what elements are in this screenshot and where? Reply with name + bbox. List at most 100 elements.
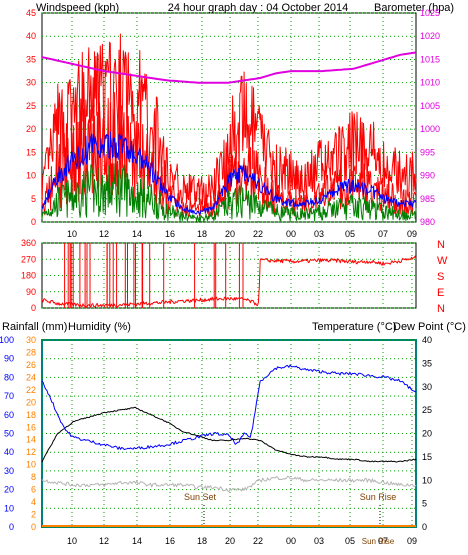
rain-y-tick-7: 14 bbox=[26, 435, 36, 445]
rain-y-tick-0: 0 bbox=[31, 522, 36, 532]
direction-y-tick-4: 360 bbox=[21, 238, 36, 248]
wind-chart-x-tick-0: 10 bbox=[67, 229, 77, 239]
temperature-series-line bbox=[41, 406, 417, 463]
direction-y-tick-2: 180 bbox=[21, 271, 36, 281]
humidity-chart-frame bbox=[41, 339, 417, 528]
wind-chart-x-tick-2: 14 bbox=[132, 229, 142, 239]
baro-y-tick-9: 1025 bbox=[420, 8, 440, 18]
humidity-y-tick-5: 50 bbox=[4, 429, 14, 439]
baro-y-tick-5: 1005 bbox=[420, 101, 440, 111]
top-chart: Windspeed (kph) 24 hour graph day : 04 O… bbox=[26, 2, 454, 239]
baro-y-tick-0: 980 bbox=[420, 217, 435, 227]
avg-wind-series-line bbox=[41, 131, 417, 215]
wind-chart-x-tick-4: 18 bbox=[197, 229, 207, 239]
temp-y-tick-1: 5 bbox=[422, 499, 427, 509]
temp-y-tick-6: 30 bbox=[422, 382, 432, 392]
rain-y-tick-13: 26 bbox=[26, 360, 36, 370]
humidity-chart-x-tick-0: 10 bbox=[67, 536, 77, 546]
wind-y-tick-5: 25 bbox=[26, 101, 36, 111]
humidity-chart-x-tick-11: 09 bbox=[407, 536, 417, 546]
wind-y-tick-6: 30 bbox=[26, 78, 36, 88]
wind-chart-x-tick-11: 09 bbox=[407, 229, 417, 239]
wind-y-tick-9: 45 bbox=[26, 8, 36, 18]
humidity-chart-x-tick-5: 20 bbox=[225, 536, 235, 546]
compass-label-2: S bbox=[437, 271, 444, 283]
rain-y-tick-3: 6 bbox=[31, 485, 36, 495]
humidity-series-line bbox=[41, 364, 417, 451]
rain-y-tick-15: 30 bbox=[26, 335, 36, 345]
baro-y-tick-3: 995 bbox=[420, 147, 435, 157]
temp-y-tick-8: 40 bbox=[422, 335, 432, 345]
rain-y-tick-14: 28 bbox=[26, 347, 36, 357]
compass-label-0: N bbox=[437, 239, 445, 251]
windspeed-axis-label: Windspeed (kph) bbox=[36, 2, 119, 14]
rain-y-tick-10: 20 bbox=[26, 397, 36, 407]
baro-y-tick-7: 1015 bbox=[420, 54, 440, 64]
humidity-chart-x-tick-4: 18 bbox=[197, 536, 207, 546]
direction-y-tick-0: 0 bbox=[31, 303, 36, 313]
wind-y-tick-1: 5 bbox=[31, 194, 36, 204]
humidity-chart-x-tick-3: 16 bbox=[165, 536, 175, 546]
compass-label-1: W bbox=[437, 255, 448, 267]
humidity-y-tick-4: 40 bbox=[4, 447, 14, 457]
baro-y-tick-1: 985 bbox=[420, 194, 435, 204]
wind-y-tick-2: 10 bbox=[26, 171, 36, 181]
wind-chart-x-tick-8: 03 bbox=[314, 229, 324, 239]
sunset-label: Sun Set bbox=[184, 492, 217, 502]
wind-y-tick-8: 40 bbox=[26, 31, 36, 41]
temperature-axis-label: Temperature (°C) bbox=[312, 321, 396, 333]
humidity-y-tick-10: 100 bbox=[0, 335, 14, 345]
direction-y-tick-3: 270 bbox=[21, 254, 36, 264]
rain-y-tick-4: 8 bbox=[31, 472, 36, 482]
humidity-chart-x-tick-10: 07 bbox=[378, 536, 388, 546]
rain-y-tick-11: 22 bbox=[26, 385, 36, 395]
wind-series-line bbox=[41, 92, 417, 218]
wind-chart-x-tick-6: 22 bbox=[253, 229, 263, 239]
humidity-chart-x-tick-9: 05 bbox=[345, 536, 355, 546]
wind-chart-x-tick-9: 05 bbox=[345, 229, 355, 239]
rain-y-tick-5: 10 bbox=[26, 460, 36, 470]
chart-title: 24 hour graph day : 04 October 2014 bbox=[168, 2, 348, 14]
compass-label-4: N bbox=[437, 303, 445, 315]
barometer-axis-label: Barometer (hpa) bbox=[374, 2, 454, 14]
wind-y-tick-7: 35 bbox=[26, 54, 36, 64]
temp-y-tick-5: 25 bbox=[422, 405, 432, 415]
wind-y-tick-3: 15 bbox=[26, 147, 36, 157]
temp-y-tick-7: 35 bbox=[422, 358, 432, 368]
sunrise-label: Sun Rise bbox=[360, 492, 397, 502]
rainfall-axis-label: Rainfall (mm) bbox=[2, 321, 67, 333]
wind-chart-x-tick-1: 12 bbox=[99, 229, 109, 239]
humidity-chart-x-tick-8: 03 bbox=[314, 536, 324, 546]
humidity-y-tick-3: 30 bbox=[4, 466, 14, 476]
humidity-chart-x-tick-1: 12 bbox=[99, 536, 109, 546]
humidity-y-tick-1: 10 bbox=[4, 503, 14, 513]
wind-chart-x-tick-3: 16 bbox=[165, 229, 175, 239]
baro-y-tick-6: 1010 bbox=[420, 78, 440, 88]
temp-y-tick-0: 0 bbox=[422, 522, 427, 532]
humidity-y-tick-0: 0 bbox=[9, 522, 14, 532]
temp-y-tick-3: 15 bbox=[422, 452, 432, 462]
dewpoint-axis-label: Dew Point (°C) bbox=[393, 321, 466, 333]
humidity-chart-x-tick-6: 22 bbox=[253, 536, 263, 546]
humidity-axis-label: Humidity (%) bbox=[68, 321, 131, 333]
direction-series-line bbox=[41, 255, 417, 308]
humidity-y-tick-7: 70 bbox=[4, 391, 14, 401]
rain-y-tick-1: 2 bbox=[31, 510, 36, 520]
wind-y-tick-0: 0 bbox=[31, 217, 36, 227]
wind-chart-x-tick-10: 07 bbox=[378, 229, 388, 239]
rain-y-tick-8: 16 bbox=[26, 422, 36, 432]
humidity-chart-x-tick-2: 14 bbox=[132, 536, 142, 546]
rain-y-tick-6: 12 bbox=[26, 447, 36, 457]
sunrise-label-2: Sun Rise bbox=[362, 537, 395, 546]
temp-y-tick-2: 10 bbox=[422, 475, 432, 485]
temp-y-tick-4: 20 bbox=[422, 429, 432, 439]
compass-label-3: E bbox=[437, 287, 444, 299]
dewpoint-series-line bbox=[41, 475, 417, 492]
direction-y-tick-1: 90 bbox=[26, 287, 36, 297]
wind-chart-x-tick-7: 00 bbox=[286, 229, 296, 239]
wind-green-series-line bbox=[41, 163, 417, 222]
bottom-chart: Rainfall (mm) Humidity (%) Temperature (… bbox=[0, 321, 466, 546]
rain-y-tick-12: 24 bbox=[26, 372, 36, 382]
